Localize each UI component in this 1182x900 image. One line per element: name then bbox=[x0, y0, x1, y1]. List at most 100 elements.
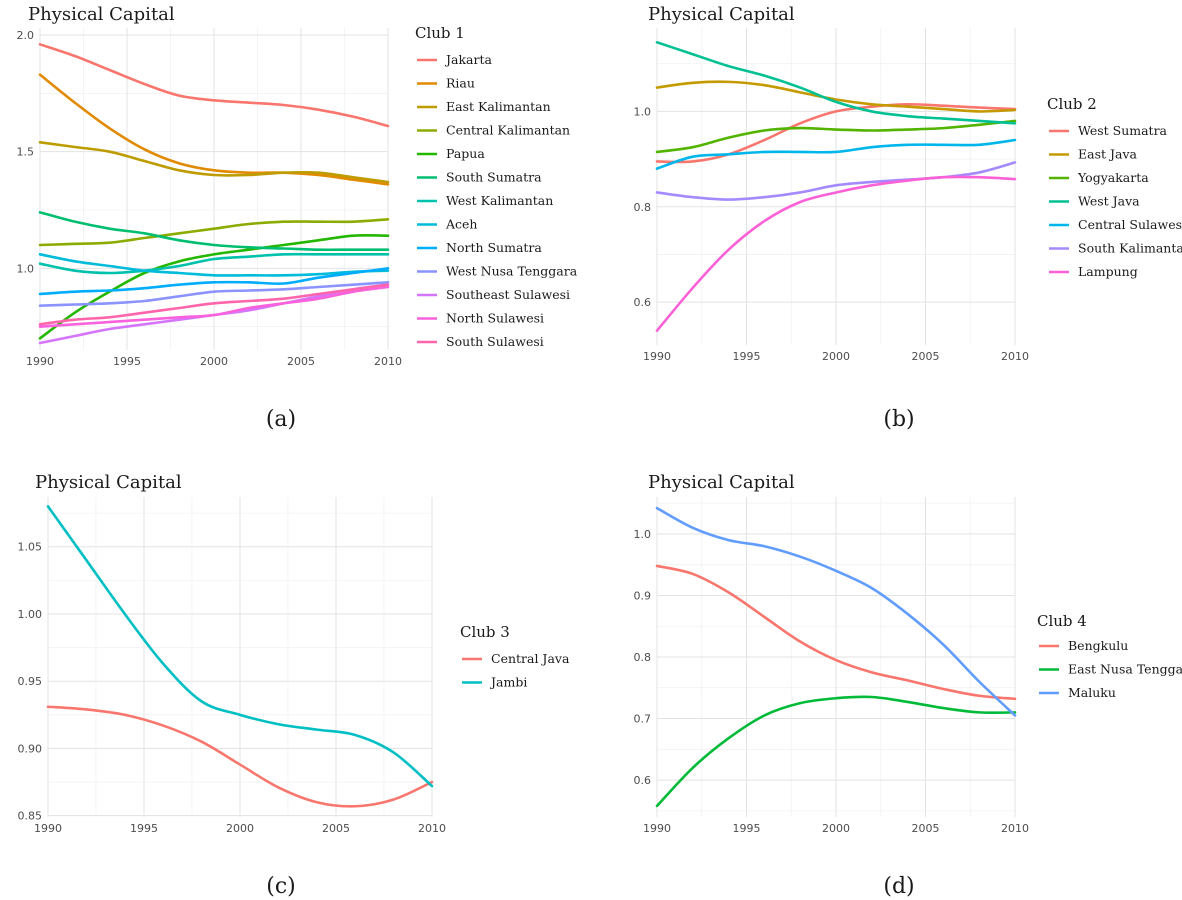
series-lines bbox=[655, 41, 1017, 332]
y-tick-label: 1.00 bbox=[18, 608, 43, 621]
legend-label: Southeast Sulawesi bbox=[446, 287, 570, 302]
series-lines bbox=[46, 505, 434, 808]
y-tick-label: 0.9 bbox=[634, 589, 652, 602]
legend-label: Central Kalimantan bbox=[446, 123, 570, 138]
legend-label: North Sumatra bbox=[446, 240, 542, 255]
series-line bbox=[38, 234, 390, 340]
grid bbox=[47, 497, 433, 817]
legend-title: Club 4 bbox=[1037, 612, 1087, 630]
legend-label: Papua bbox=[446, 146, 485, 161]
series-line bbox=[655, 119, 1017, 154]
panel-title: Physical Capital bbox=[28, 4, 175, 25]
series-line bbox=[655, 506, 1017, 717]
legend-label: West Sumatra bbox=[1078, 123, 1168, 138]
legend-label: North Sulawesi bbox=[446, 311, 544, 326]
x-tick-label: 2005 bbox=[912, 822, 940, 835]
x-tick-label: 2000 bbox=[226, 822, 254, 835]
y-tick-label: 1.0 bbox=[634, 528, 652, 541]
panel-d-chart: Physical Capital 1990 1995 2000 2005 2010 0.6 0… bbox=[634, 472, 1182, 835]
y-tick-label: 1.0 bbox=[17, 262, 35, 275]
panel-a-chart: Physical Capital 1990 1995 2000 2005 2010 1.0 1… bbox=[17, 4, 578, 368]
legend-label: Jakarta bbox=[444, 52, 492, 67]
legend-label: Central Sulawesi bbox=[1078, 217, 1182, 232]
x-tick-label: 1990 bbox=[643, 350, 671, 363]
panel-title: Physical Capital bbox=[648, 472, 795, 493]
y-tick-label: 0.8 bbox=[634, 201, 652, 214]
legend-label: Aceh bbox=[445, 217, 477, 232]
series-line bbox=[655, 41, 1017, 125]
y-tick-label: 0.90 bbox=[18, 742, 43, 755]
panel-c-chart: Physical Capital 1990 1995 2000 2005 2010 0.85… bbox=[18, 472, 570, 835]
series-line bbox=[38, 141, 390, 184]
legend-title: Club 3 bbox=[460, 623, 510, 641]
series-line bbox=[38, 218, 390, 247]
series-line bbox=[38, 73, 390, 186]
panel-title: Physical Capital bbox=[648, 4, 795, 25]
series-line bbox=[655, 102, 1017, 164]
legend: Club 1 Jakarta Riau East Kalimantan Central … bbox=[415, 24, 578, 349]
legend-label: Jambi bbox=[489, 675, 527, 690]
x-tick-label: 2005 bbox=[322, 822, 350, 835]
legend-label: Lampung bbox=[1078, 264, 1138, 279]
legend-title: Club 1 bbox=[415, 24, 465, 42]
x-tick-label: 2010 bbox=[374, 355, 402, 368]
y-tick-label: 2.0 bbox=[17, 29, 35, 42]
series-line bbox=[655, 175, 1017, 332]
x-tick-label: 2000 bbox=[200, 355, 228, 368]
x-tick-label: 1995 bbox=[733, 822, 761, 835]
series-line bbox=[38, 252, 390, 275]
y-tick-label: 0.8 bbox=[634, 651, 652, 664]
y-tick-label: 0.7 bbox=[634, 713, 652, 726]
legend-label: Riau bbox=[446, 76, 475, 91]
series-line bbox=[38, 211, 390, 252]
grid bbox=[656, 497, 1016, 817]
x-tick-label: 1990 bbox=[34, 822, 62, 835]
legend-label: Maluku bbox=[1068, 685, 1116, 700]
y-tick-label: 1.0 bbox=[634, 105, 652, 118]
y-tick-label: 0.6 bbox=[634, 296, 652, 309]
legend-label: East Nusa Tenggara bbox=[1068, 662, 1182, 677]
series-line bbox=[655, 695, 1017, 808]
legend: Club 2 West Sumatra East Java Yogyakarta Wes… bbox=[1047, 95, 1182, 279]
legend-label: South Sulawesi bbox=[446, 334, 544, 349]
series-line bbox=[46, 705, 434, 808]
x-tick-label: 1995 bbox=[733, 350, 761, 363]
series-line bbox=[38, 267, 390, 296]
series-line bbox=[655, 80, 1017, 113]
y-tick-label: 0.95 bbox=[18, 675, 43, 688]
x-tick-label: 2000 bbox=[822, 350, 850, 363]
series-line bbox=[38, 285, 390, 328]
legend: Club 3 Central Java Jambi bbox=[460, 623, 570, 690]
x-tick-label: 1990 bbox=[643, 822, 671, 835]
series-lines bbox=[655, 506, 1017, 808]
legend: Club 4 Bengkulu East Nusa Tenggara Maluku bbox=[1037, 612, 1182, 700]
y-tick-label: 0.85 bbox=[18, 810, 43, 823]
y-tick-label: 0.6 bbox=[634, 774, 652, 787]
legend-label: South Sumatra bbox=[446, 170, 542, 185]
series-line bbox=[38, 43, 390, 128]
legend-label: West Kalimantan bbox=[446, 193, 553, 208]
y-tick-label: 1.5 bbox=[17, 146, 35, 159]
series-line bbox=[38, 283, 390, 326]
x-tick-label: 2010 bbox=[1001, 822, 1029, 835]
legend-label: South Kalimantan bbox=[1078, 241, 1182, 256]
caption-b: (b) bbox=[883, 407, 914, 432]
legend-label: West Java bbox=[1078, 194, 1140, 209]
legend-label: East Kalimantan bbox=[446, 99, 551, 114]
x-tick-label: 2000 bbox=[822, 822, 850, 835]
legend-label: Yogyakarta bbox=[1077, 170, 1149, 185]
panel-title: Physical Capital bbox=[35, 472, 182, 493]
series-line bbox=[38, 253, 390, 277]
x-tick-label: 1990 bbox=[26, 355, 54, 368]
panel-b-chart: Physical Capital 1990 1995 2000 2005 2010 0.6 0… bbox=[634, 4, 1182, 363]
series-line bbox=[46, 505, 434, 788]
x-tick-label: 1995 bbox=[130, 822, 158, 835]
series-line bbox=[655, 564, 1017, 701]
x-tick-label: 2010 bbox=[1001, 350, 1029, 363]
x-tick-label: 1995 bbox=[113, 355, 141, 368]
series-line bbox=[38, 281, 390, 307]
x-tick-label: 2005 bbox=[287, 355, 315, 368]
caption-a: (a) bbox=[266, 407, 296, 432]
legend-title: Club 2 bbox=[1047, 95, 1097, 113]
